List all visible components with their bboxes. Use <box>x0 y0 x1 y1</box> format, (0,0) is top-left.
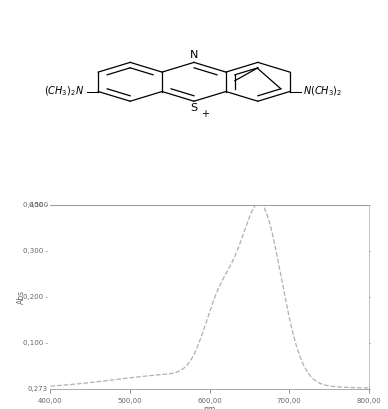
X-axis label: nm: nm <box>203 405 216 409</box>
Text: 0,500: 0,500 <box>29 202 49 207</box>
Text: N: N <box>190 50 198 60</box>
Text: $(CH_3)_2N$: $(CH_3)_2N$ <box>45 85 85 98</box>
Text: +: + <box>201 109 209 119</box>
Text: $N(CH_3)_2$: $N(CH_3)_2$ <box>303 85 343 98</box>
Text: Abs: Abs <box>17 290 26 303</box>
Text: S: S <box>191 103 197 113</box>
